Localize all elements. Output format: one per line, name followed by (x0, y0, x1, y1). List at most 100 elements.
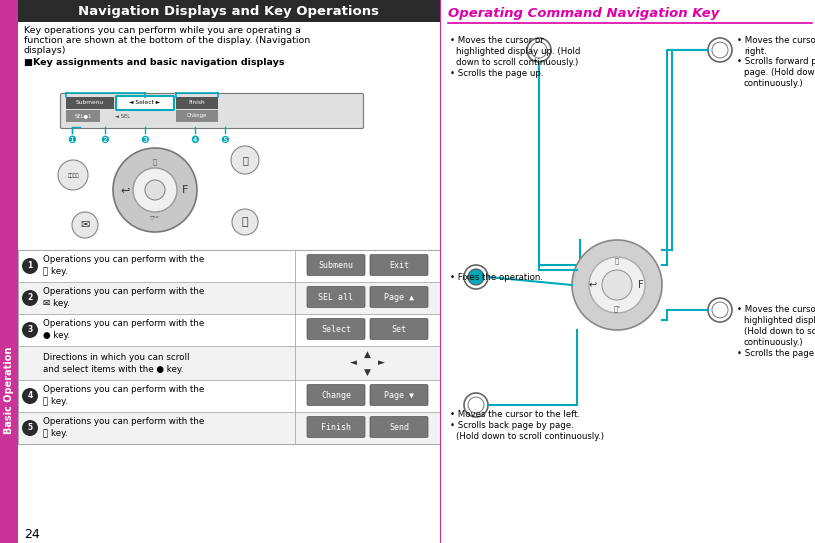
Text: メニュー: メニュー (68, 173, 79, 178)
Text: ❸: ❸ (141, 135, 149, 145)
Text: 3: 3 (28, 325, 33, 334)
Circle shape (572, 240, 662, 330)
Text: F: F (182, 185, 188, 195)
Text: Submenu: Submenu (76, 100, 104, 105)
FancyBboxPatch shape (370, 287, 428, 307)
Text: and select items with the ● key.: and select items with the ● key. (43, 364, 183, 374)
Text: ◄ Select ►: ◄ Select ► (130, 100, 161, 105)
Text: Key operations you can perform while you are operating a: Key operations you can perform while you… (24, 26, 301, 35)
Text: Operations you can perform with the: Operations you can perform with the (43, 418, 205, 426)
Text: ❶: ❶ (68, 135, 77, 145)
Circle shape (22, 322, 38, 338)
Circle shape (602, 270, 632, 300)
Text: continuously.): continuously.) (744, 79, 804, 88)
Text: ↩: ↩ (589, 280, 597, 290)
Text: • Moves the cursor to the: • Moves the cursor to the (737, 36, 815, 45)
Text: 4: 4 (28, 392, 33, 401)
Text: Finish: Finish (321, 422, 351, 432)
Text: Chänge: Chänge (187, 113, 207, 118)
Bar (19, 314, 439, 345)
Text: displays): displays) (24, 46, 67, 55)
Text: Finish: Finish (189, 100, 205, 105)
Bar (176, 110, 218, 122)
Text: Basic Operation: Basic Operation (4, 346, 14, 434)
Bar (66, 97, 114, 109)
Bar (19, 250, 439, 281)
Text: ▼: ▼ (364, 368, 371, 376)
Text: ❷: ❷ (100, 135, 109, 145)
FancyBboxPatch shape (307, 319, 365, 339)
Circle shape (72, 212, 98, 238)
Text: highlighted display down.: highlighted display down. (744, 316, 815, 325)
FancyBboxPatch shape (370, 319, 428, 339)
Text: 1: 1 (28, 262, 33, 270)
Text: Change: Change (321, 390, 351, 400)
Bar (176, 97, 218, 109)
Text: Page ▲: Page ▲ (384, 293, 414, 301)
Bar (19, 346, 439, 380)
Circle shape (133, 168, 177, 212)
Text: F: F (638, 280, 644, 290)
Text: function are shown at the bottom of the display. (Navigation: function are shown at the bottom of the … (24, 36, 311, 45)
Text: • Scrolls forward page by: • Scrolls forward page by (737, 57, 815, 66)
Text: ✉: ✉ (81, 220, 90, 230)
Text: Page ▼: Page ▼ (384, 390, 414, 400)
Text: • Scrolls the page down.: • Scrolls the page down. (737, 349, 815, 358)
Text: right.: right. (744, 47, 767, 56)
Text: 📷: 📷 (242, 155, 248, 165)
Circle shape (712, 42, 728, 58)
Text: ✉ key.: ✉ key. (43, 300, 70, 308)
FancyBboxPatch shape (116, 96, 174, 110)
Circle shape (527, 38, 551, 62)
Circle shape (464, 393, 488, 417)
Text: 24: 24 (24, 528, 40, 541)
Text: ● key.: ● key. (43, 331, 70, 340)
Text: 5: 5 (28, 424, 33, 433)
Circle shape (589, 257, 645, 313)
Text: ⓳ key.: ⓳ key. (43, 268, 68, 276)
Text: ⯆ˣ: ⯆ˣ (614, 306, 621, 312)
Text: ❺: ❺ (221, 135, 229, 145)
Text: ⓺ key.: ⓺ key. (43, 397, 68, 407)
Text: ◄: ◄ (350, 358, 357, 368)
Circle shape (113, 148, 197, 232)
Bar (18, 250, 440, 444)
Text: ⬜: ⬜ (615, 258, 619, 264)
Bar (19, 381, 439, 412)
Circle shape (468, 269, 484, 285)
Text: Exit: Exit (389, 261, 409, 269)
Text: Directions in which you can scroll: Directions in which you can scroll (43, 352, 190, 362)
Text: continuously.): continuously.) (744, 338, 804, 347)
Circle shape (22, 290, 38, 306)
Text: Set: Set (391, 325, 407, 333)
Text: Send: Send (389, 422, 409, 432)
Text: • Moves the cursor or: • Moves the cursor or (737, 305, 815, 314)
Text: Operations you can perform with the: Operations you can perform with the (43, 256, 205, 264)
Text: SEL●1: SEL●1 (74, 113, 92, 118)
Text: ⓹ key.: ⓹ key. (43, 430, 68, 439)
FancyBboxPatch shape (307, 416, 365, 438)
Circle shape (232, 209, 258, 235)
Text: ⬜: ⬜ (153, 159, 157, 165)
FancyBboxPatch shape (370, 255, 428, 275)
Circle shape (22, 420, 38, 436)
FancyBboxPatch shape (307, 255, 365, 275)
Circle shape (708, 298, 732, 322)
Text: Ⓢ: Ⓢ (242, 217, 249, 227)
Text: SEL all: SEL all (319, 293, 354, 301)
Text: Select: Select (321, 325, 351, 333)
FancyBboxPatch shape (370, 416, 428, 438)
Text: ▽ˣʷ: ▽ˣʷ (150, 216, 160, 220)
Text: Operations you can perform with the: Operations you can perform with the (43, 319, 205, 329)
Text: (Hold down to scroll: (Hold down to scroll (744, 327, 815, 336)
Text: • Fixes the operation.: • Fixes the operation. (450, 273, 543, 281)
Text: ▲: ▲ (364, 350, 371, 358)
Text: down to scroll continuously.): down to scroll continuously.) (456, 58, 579, 67)
Bar (0, 0, 18, 543)
Text: page. (Hold down to scroll: page. (Hold down to scroll (744, 68, 815, 77)
Text: Submenu: Submenu (319, 261, 354, 269)
Bar (19, 282, 439, 313)
FancyBboxPatch shape (307, 384, 365, 406)
Text: highlighted display up. (Hold: highlighted display up. (Hold (456, 47, 580, 56)
FancyBboxPatch shape (60, 93, 363, 129)
